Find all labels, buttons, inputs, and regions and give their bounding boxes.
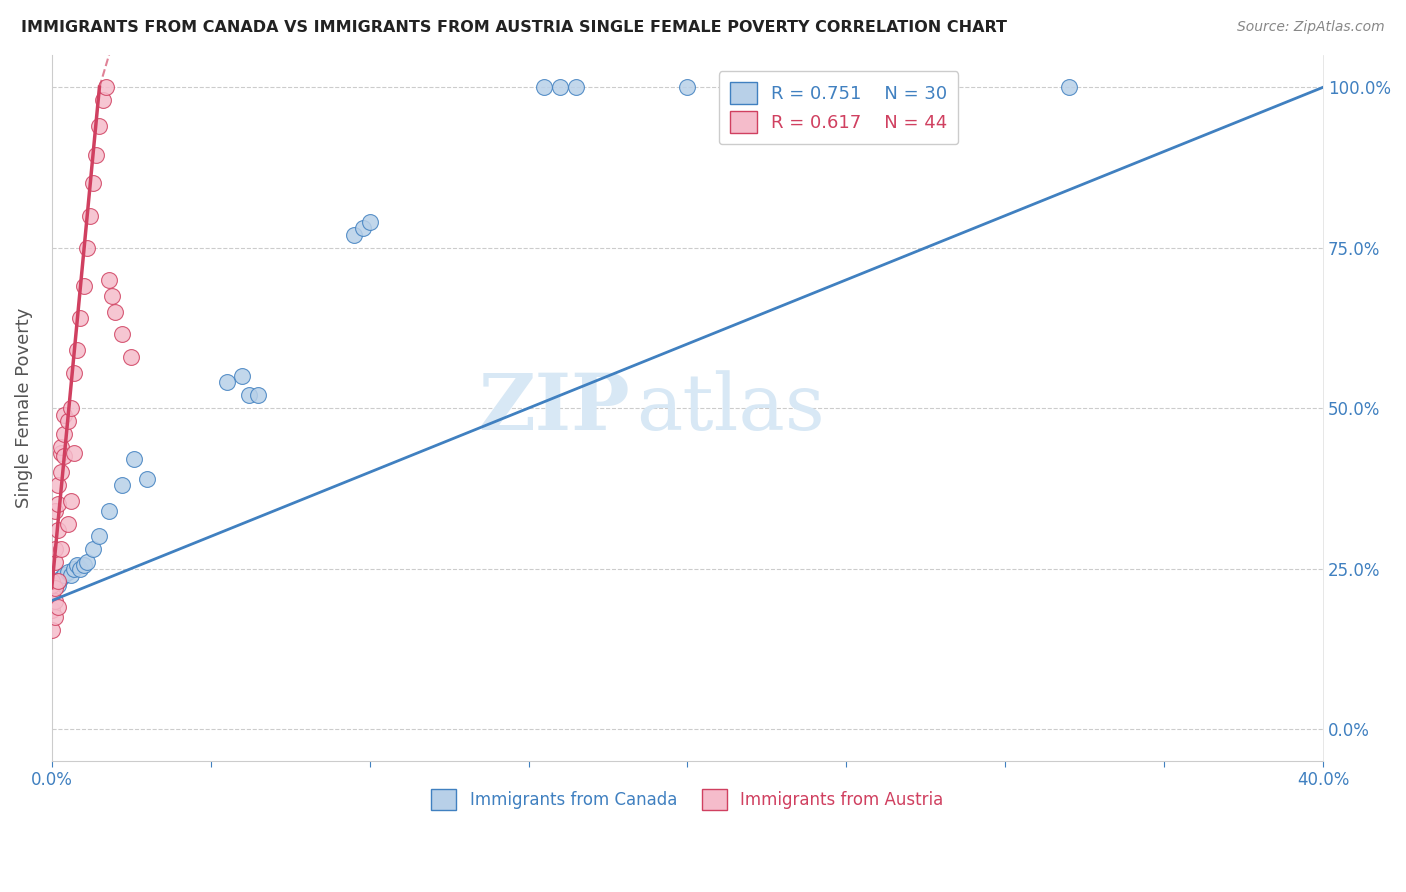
Text: IMMIGRANTS FROM CANADA VS IMMIGRANTS FROM AUSTRIA SINGLE FEMALE POVERTY CORRELAT: IMMIGRANTS FROM CANADA VS IMMIGRANTS FRO…	[21, 20, 1007, 35]
Point	[59, 401, 82, 416]
Point	[72, 558, 94, 573]
Point	[41, 587, 63, 601]
Point	[76, 555, 98, 569]
Point	[66, 343, 89, 358]
Point	[97, 273, 120, 287]
Point	[359, 215, 381, 229]
Point	[59, 494, 82, 508]
Text: Source: ZipAtlas.com: Source: ZipAtlas.com	[1237, 20, 1385, 34]
Point	[63, 446, 86, 460]
Point	[44, 581, 66, 595]
Point	[111, 327, 134, 342]
Point	[63, 561, 86, 575]
Point	[53, 568, 76, 582]
Point	[82, 542, 104, 557]
Point	[120, 350, 142, 364]
Point	[46, 478, 69, 492]
Point	[97, 504, 120, 518]
Point	[41, 623, 63, 637]
Point	[46, 523, 69, 537]
Point	[44, 577, 66, 591]
Y-axis label: Single Female Poverty: Single Female Poverty	[15, 308, 32, 508]
Text: atlas: atlas	[637, 370, 825, 446]
Point	[46, 577, 69, 591]
Point	[53, 449, 76, 463]
Point	[1057, 80, 1080, 95]
Point	[44, 593, 66, 607]
Point	[51, 571, 73, 585]
Point	[51, 440, 73, 454]
Point	[59, 568, 82, 582]
Point	[231, 369, 253, 384]
Point	[101, 289, 124, 303]
Point	[51, 465, 73, 479]
Point	[91, 93, 114, 107]
Point	[104, 305, 127, 319]
Point	[352, 221, 374, 235]
Point	[53, 408, 76, 422]
Point	[565, 80, 588, 95]
Point	[343, 227, 366, 242]
Point	[44, 609, 66, 624]
Point	[82, 177, 104, 191]
Point	[676, 80, 699, 95]
Point	[41, 574, 63, 589]
Point	[79, 209, 101, 223]
Point	[41, 603, 63, 617]
Point	[53, 426, 76, 441]
Point	[51, 446, 73, 460]
Point	[550, 80, 572, 95]
Point	[94, 80, 117, 95]
Point	[63, 366, 86, 380]
Point	[72, 279, 94, 293]
Point	[136, 472, 159, 486]
Point	[124, 452, 146, 467]
Point	[41, 577, 63, 591]
Point	[46, 574, 69, 589]
Point	[69, 561, 91, 575]
Legend: Immigrants from Canada, Immigrants from Austria: Immigrants from Canada, Immigrants from …	[425, 782, 950, 816]
Point	[46, 600, 69, 615]
Point	[44, 504, 66, 518]
Point	[89, 119, 111, 133]
Point	[46, 497, 69, 511]
Point	[56, 565, 79, 579]
Point	[69, 311, 91, 326]
Point	[44, 542, 66, 557]
Point	[533, 80, 555, 95]
Text: ZIP: ZIP	[478, 370, 630, 446]
Point	[84, 147, 107, 161]
Point	[44, 555, 66, 569]
Point	[46, 574, 69, 589]
Point	[247, 388, 270, 402]
Point	[238, 388, 260, 402]
Point	[56, 516, 79, 531]
Point	[56, 414, 79, 428]
Point	[89, 529, 111, 543]
Point	[215, 376, 238, 390]
Point	[76, 241, 98, 255]
Point	[66, 558, 89, 573]
Point	[51, 542, 73, 557]
Point	[111, 478, 134, 492]
